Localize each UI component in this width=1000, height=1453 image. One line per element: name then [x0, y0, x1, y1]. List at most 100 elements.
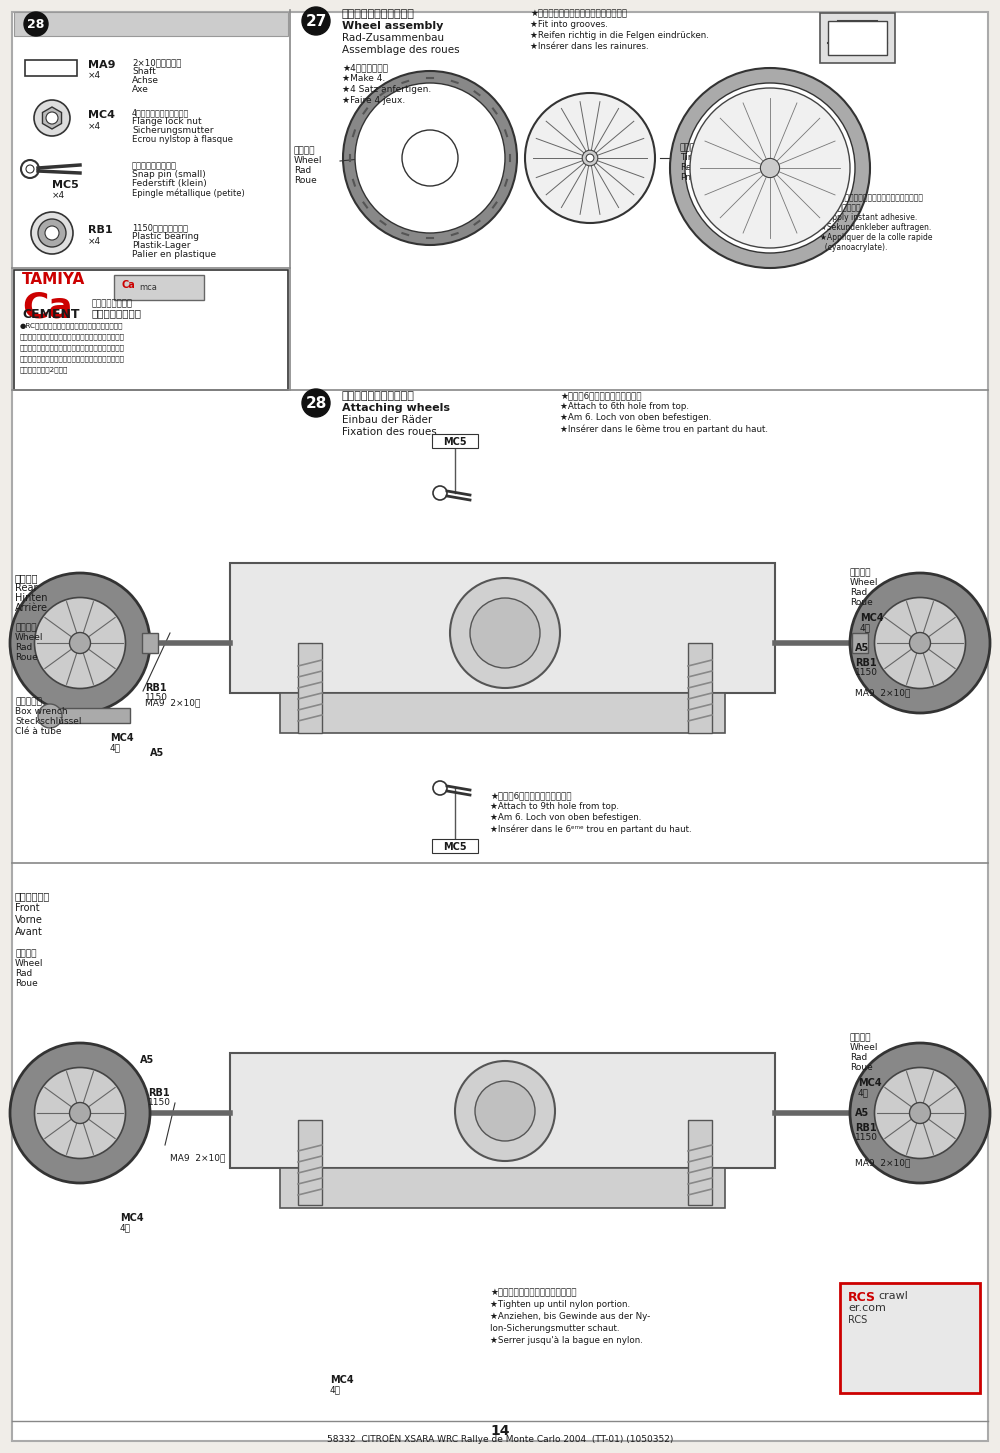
Text: Rad: Rad — [294, 166, 311, 174]
Text: (cyanoacrylate).: (cyanoacrylate). — [820, 243, 887, 251]
Text: mca: mca — [139, 283, 157, 292]
Circle shape — [21, 160, 39, 179]
Circle shape — [685, 83, 855, 253]
Text: マイクロノズル2本付き: マイクロノズル2本付き — [20, 366, 68, 372]
Bar — [230, 562, 775, 693]
Text: lon-Sicherungsmutter schaut.: lon-Sicherungsmutter schaut. — [490, 1324, 620, 1332]
Circle shape — [34, 1068, 126, 1158]
Text: MC4: MC4 — [120, 1213, 144, 1223]
Text: crawl: crawl — [878, 1292, 908, 1300]
Text: 外の接着等用途まで金属などのタイヤに塗布します。: 外の接着等用途まで金属などのタイヤに塗布します。 — [20, 355, 125, 362]
Text: Front: Front — [15, 902, 40, 912]
Text: Achse: Achse — [132, 76, 159, 84]
Text: RB1: RB1 — [145, 683, 167, 693]
Circle shape — [302, 7, 330, 35]
Text: Palier en plastique: Palier en plastique — [132, 250, 216, 259]
Text: タイヤ: タイヤ — [680, 142, 696, 153]
Text: ★ナイロン部まできつく締めます。: ★ナイロン部まできつく締めます。 — [490, 1287, 577, 1298]
Text: Hinten: Hinten — [15, 593, 48, 603]
Text: Rad: Rad — [15, 969, 32, 978]
Text: Pneu: Pneu — [680, 173, 702, 182]
Text: MC5: MC5 — [52, 180, 79, 190]
Text: MC4: MC4 — [330, 1375, 354, 1385]
Text: Avant: Avant — [15, 927, 43, 937]
Text: ×4: ×4 — [52, 190, 65, 201]
Text: A5: A5 — [855, 1109, 869, 1117]
Text: RCS: RCS — [848, 1315, 867, 1325]
Bar — [14, 12, 288, 36]
Text: MC4: MC4 — [110, 732, 134, 742]
Text: Wheel: Wheel — [15, 634, 44, 642]
Circle shape — [38, 705, 62, 728]
Text: Vorne: Vorne — [15, 915, 43, 926]
Text: MC4: MC4 — [860, 613, 884, 623]
Text: ★Insérer dans le 6ème trou en partant du haut.: ★Insérer dans le 6ème trou en partant du… — [560, 424, 768, 433]
Bar — [820, 13, 895, 62]
Text: ×4: ×4 — [88, 237, 101, 246]
Text: 4㎜: 4㎜ — [120, 1223, 131, 1232]
Text: ★4個作ります。: ★4個作ります。 — [342, 62, 388, 73]
Text: ★Appliquer de la colle rapide: ★Appliquer de la colle rapide — [820, 232, 932, 243]
Text: Axe: Axe — [132, 84, 149, 94]
Text: Ca: Ca — [122, 280, 136, 291]
Text: Plastik-Lager: Plastik-Lager — [132, 241, 190, 250]
Circle shape — [525, 93, 655, 222]
Text: Wheel: Wheel — [850, 1043, 879, 1052]
Text: ★Am 6. Loch von oben befestigen.: ★Am 6. Loch von oben befestigen. — [490, 814, 641, 822]
Bar — [50, 708, 130, 724]
Text: MC5: MC5 — [443, 437, 467, 448]
Text: 4㎜: 4㎜ — [330, 1385, 341, 1393]
Text: ★Am 6. Loch von oben befestigen.: ★Am 6. Loch von oben befestigen. — [560, 413, 711, 421]
Bar — [828, 20, 887, 55]
Circle shape — [433, 782, 447, 795]
Text: ×4: ×4 — [88, 71, 101, 80]
Text: 十字レンチ: 十字レンチ — [15, 697, 42, 706]
Text: Wheel: Wheel — [15, 959, 44, 968]
Text: Ca: Ca — [22, 291, 73, 324]
Text: Rad: Rad — [15, 644, 32, 652]
Circle shape — [874, 597, 966, 689]
Circle shape — [910, 1103, 930, 1123]
Text: A5: A5 — [150, 748, 164, 758]
Circle shape — [670, 68, 870, 267]
Circle shape — [470, 599, 540, 668]
Text: Attaching wheels: Attaching wheels — [342, 402, 450, 413]
Circle shape — [45, 227, 59, 240]
Circle shape — [31, 212, 73, 254]
Text: Rear: Rear — [15, 583, 38, 593]
Circle shape — [355, 83, 505, 232]
Text: Tire: Tire — [680, 153, 697, 161]
Circle shape — [38, 219, 66, 247]
Text: ★Apply instant adhesive.: ★Apply instant adhesive. — [820, 214, 917, 222]
Bar — [142, 634, 158, 652]
Circle shape — [450, 578, 560, 689]
Bar — [688, 1120, 712, 1205]
Text: Plastic bearing: Plastic bearing — [132, 232, 199, 241]
Text: ★上から6番目の穴に付けます。: ★上から6番目の穴に付けます。 — [560, 391, 642, 400]
Text: MA9: MA9 — [88, 60, 116, 70]
Text: ★Sekundenkleber auftragen.: ★Sekundenkleber auftragen. — [820, 222, 931, 232]
Bar — [298, 644, 322, 732]
Text: Clé à tube: Clé à tube — [15, 726, 62, 737]
Text: RB1: RB1 — [855, 658, 877, 668]
Text: Box wrench: Box wrench — [15, 708, 68, 716]
Text: RCS: RCS — [848, 1292, 876, 1303]
Polygon shape — [42, 108, 62, 129]
Text: 《ホイールの組み立て》: 《ホイールの組み立て》 — [342, 9, 415, 19]
Circle shape — [46, 112, 58, 124]
Bar — [14, 270, 288, 389]
Circle shape — [302, 389, 330, 417]
Text: 1150: 1150 — [148, 1098, 171, 1107]
Text: 28: 28 — [305, 395, 327, 411]
Text: ひと塗り塗ります。: ひと塗り塗ります。 — [820, 203, 862, 212]
Circle shape — [70, 1103, 90, 1123]
Circle shape — [582, 150, 598, 166]
Text: 2×10㎜シャフト: 2×10㎜シャフト — [132, 58, 181, 67]
Text: （リア）: （リア） — [15, 572, 38, 583]
Bar — [840, 1283, 980, 1393]
Bar — [280, 1168, 725, 1207]
Text: ★タイヤをホイールのみぞにはめます。: ★タイヤをホイールのみぞにはめます。 — [530, 9, 627, 17]
Circle shape — [34, 100, 70, 137]
Text: ★Tighten up until nylon portion.: ★Tighten up until nylon portion. — [490, 1300, 630, 1309]
Circle shape — [850, 1043, 990, 1183]
